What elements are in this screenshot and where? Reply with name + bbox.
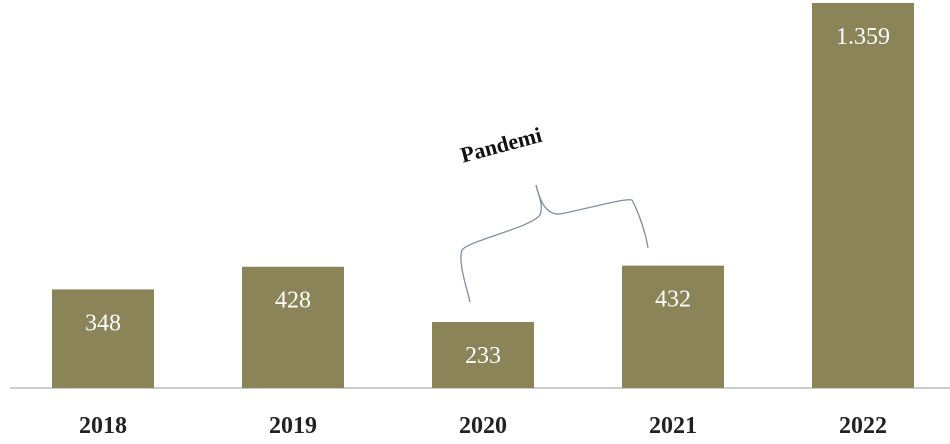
value-label: 233 [465, 343, 501, 369]
value-label: 428 [275, 288, 311, 314]
bar [812, 3, 914, 388]
x-tick-label: 2018 [79, 413, 127, 439]
bar [242, 266, 344, 388]
x-tick-label: 2022 [839, 413, 887, 439]
x-tick-label: 2021 [649, 413, 697, 439]
bar [622, 265, 724, 388]
annotation: Pandemi [458, 122, 545, 168]
brace [460, 184, 649, 303]
bar [52, 289, 154, 388]
value-label: 1.359 [836, 24, 890, 50]
bar [432, 321, 534, 388]
value-label: 348 [85, 310, 121, 336]
x-tick-label: 2019 [269, 413, 317, 439]
x-tick-label: 2020 [459, 413, 507, 439]
value-label: 432 [655, 287, 691, 313]
